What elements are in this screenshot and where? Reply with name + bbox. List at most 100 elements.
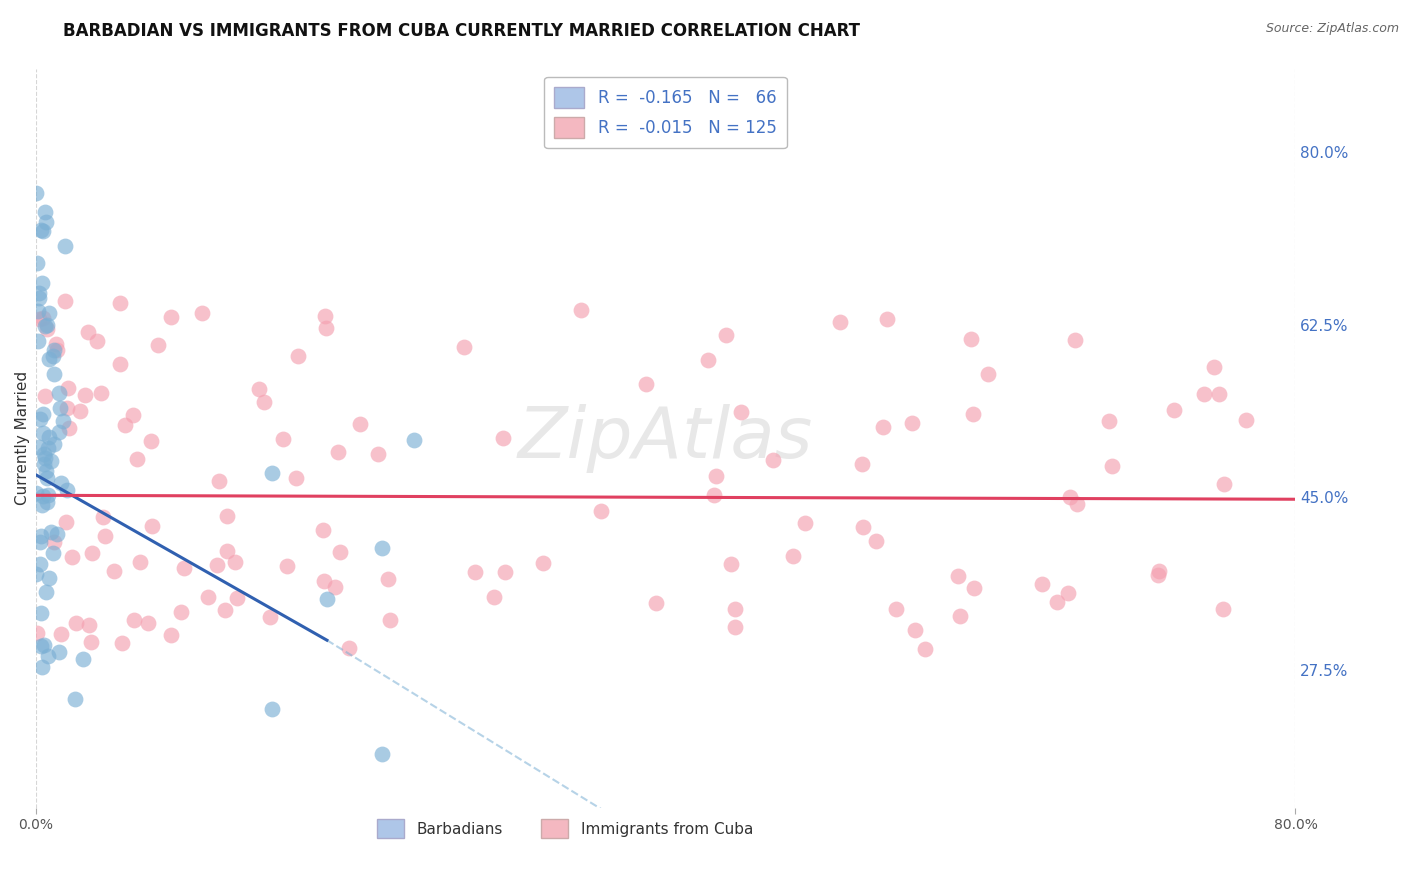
Point — [312, 524, 335, 538]
Point — [1208, 387, 1230, 401]
Point — [114, 417, 136, 432]
Point — [55, 515, 77, 529]
Point — [380, 613, 402, 627]
Point — [30, 529, 52, 543]
Point — [287, 349, 309, 363]
Point — [37, 488, 59, 502]
Point — [636, 377, 658, 392]
Point — [122, 613, 145, 627]
Point — [1212, 602, 1234, 616]
Point — [1163, 403, 1185, 417]
Point — [326, 444, 349, 458]
Point — [52, 414, 75, 428]
Point — [948, 569, 970, 583]
Point — [1147, 564, 1170, 578]
Point — [205, 558, 228, 572]
Point — [1234, 413, 1257, 427]
Point — [34, 464, 56, 478]
Point — [977, 367, 1000, 381]
Point — [35, 585, 58, 599]
Point — [28, 291, 51, 305]
Point — [703, 488, 725, 502]
Point — [38, 430, 60, 444]
Point — [371, 541, 394, 556]
Point — [914, 641, 936, 656]
Point — [482, 590, 505, 604]
Point — [159, 628, 181, 642]
Point — [323, 580, 346, 594]
Point — [1046, 595, 1069, 609]
Point — [960, 332, 983, 346]
Point — [1064, 333, 1087, 347]
Point — [49, 401, 72, 415]
Point — [589, 503, 612, 517]
Point — [25, 485, 48, 500]
Point — [271, 432, 294, 446]
Point — [794, 516, 817, 531]
Point — [77, 618, 100, 632]
Point — [314, 309, 336, 323]
Point — [42, 546, 65, 560]
Point — [730, 405, 752, 419]
Point — [41, 454, 63, 468]
Point — [53, 239, 76, 253]
Point — [224, 555, 246, 569]
Point — [31, 659, 53, 673]
Point — [42, 535, 65, 549]
Point — [136, 615, 159, 630]
Point — [34, 318, 56, 333]
Point — [569, 303, 592, 318]
Point — [328, 545, 350, 559]
Legend: Barbadians, Immigrants from Cuba: Barbadians, Immigrants from Cuba — [370, 813, 759, 845]
Point — [276, 558, 298, 573]
Point — [30, 606, 52, 620]
Point — [782, 549, 804, 564]
Point — [170, 606, 193, 620]
Point — [90, 386, 112, 401]
Point — [1056, 585, 1078, 599]
Point — [30, 534, 52, 549]
Point — [31, 310, 53, 325]
Point — [34, 450, 56, 465]
Point — [46, 343, 69, 357]
Point — [141, 519, 163, 533]
Point — [32, 489, 55, 503]
Point — [160, 310, 183, 324]
Point — [128, 555, 150, 569]
Point — [1204, 359, 1226, 374]
Text: Source: ZipAtlas.com: Source: ZipAtlas.com — [1265, 22, 1399, 36]
Point — [25, 626, 48, 640]
Point — [44, 343, 66, 357]
Point — [312, 574, 335, 588]
Point — [42, 437, 65, 451]
Point — [215, 509, 238, 524]
Point — [91, 510, 114, 524]
Point — [27, 304, 49, 318]
Point — [852, 520, 875, 534]
Point — [111, 636, 134, 650]
Point — [77, 325, 100, 339]
Point — [28, 312, 51, 326]
Point — [32, 457, 55, 471]
Point — [72, 652, 94, 666]
Point — [1101, 459, 1123, 474]
Point — [108, 357, 131, 371]
Point — [35, 471, 58, 485]
Point — [51, 627, 73, 641]
Point — [884, 601, 907, 615]
Point — [86, 334, 108, 348]
Point — [48, 645, 70, 659]
Point — [453, 340, 475, 354]
Point — [645, 596, 668, 610]
Point — [56, 381, 79, 395]
Point — [103, 564, 125, 578]
Text: BARBADIAN VS IMMIGRANTS FROM CUBA CURRENTLY MARRIED CORRELATION CHART: BARBADIAN VS IMMIGRANTS FROM CUBA CURREN… — [63, 22, 860, 40]
Point — [1059, 490, 1081, 504]
Point — [37, 649, 59, 664]
Point — [724, 619, 747, 633]
Point — [48, 425, 70, 439]
Point — [148, 338, 170, 352]
Point — [828, 315, 851, 329]
Point — [901, 416, 924, 430]
Point — [34, 205, 56, 219]
